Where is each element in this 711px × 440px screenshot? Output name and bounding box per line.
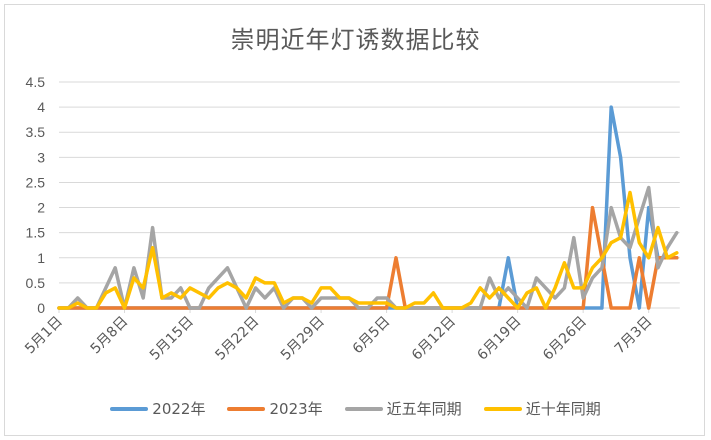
x-tick-label: 6月19日 xyxy=(474,314,524,364)
series-line-3[interactable] xyxy=(57,190,679,310)
chart-legend: 2022年 2023年 近五年同期 近十年同期 xyxy=(0,398,711,419)
y-tick-label: 4.5 xyxy=(26,74,46,90)
y-tick-label: 1.5 xyxy=(26,225,46,241)
legend-item-2023[interactable]: 2023年 xyxy=(227,398,323,419)
y-tick-label: 1 xyxy=(37,250,45,266)
legend-swatch-2022 xyxy=(110,406,149,411)
legend-swatch-10yr xyxy=(483,406,522,411)
y-tick-label: 2.5 xyxy=(26,174,46,190)
y-tick-label: 4 xyxy=(37,99,45,115)
y-tick-label: 3 xyxy=(37,149,45,165)
x-tick-label: 5月15日 xyxy=(147,314,197,364)
legend-label-10yr: 近十年同期 xyxy=(525,400,601,418)
x-tick-label: 6月5日 xyxy=(350,314,394,358)
legend-label-2023: 2023年 xyxy=(269,400,323,418)
y-tick-label: 0.5 xyxy=(26,275,46,291)
x-axis-labels: 5月1日 5月8日 5月15日 5月22日 5月29日 6月5日 6月12日 6月19日 6月2… xyxy=(22,308,656,364)
x-tick-label: 6月12日 xyxy=(409,314,459,364)
y-tick-label: 0 xyxy=(37,300,45,316)
x-tick-label: 6月26日 xyxy=(540,314,590,364)
y-axis-labels: 0 0.5 1 1.5 2 2.5 3 3.5 4 4.5 xyxy=(26,74,46,316)
series-lines xyxy=(57,105,679,310)
x-tick-label: 5月29日 xyxy=(278,314,328,364)
legend-item-10yr[interactable]: 近十年同期 xyxy=(483,398,601,419)
legend-swatch-5yr xyxy=(344,406,383,411)
chart-title: 崇明近年灯诱数据比较 xyxy=(230,26,481,54)
x-tick-label: 5月1日 xyxy=(22,314,66,358)
x-tick-label: 7月3日 xyxy=(612,314,656,358)
x-tick-label: 5月22日 xyxy=(212,314,262,364)
legend-item-5yr[interactable]: 近五年同期 xyxy=(344,398,462,419)
y-tick-label: 2 xyxy=(37,200,45,216)
legend-item-2022[interactable]: 2022年 xyxy=(110,398,205,419)
x-tick-label: 5月8日 xyxy=(88,314,132,358)
legend-label-2022: 2022年 xyxy=(152,400,206,418)
legend-swatch-2023 xyxy=(227,406,266,411)
y-tick-label: 3.5 xyxy=(26,124,46,140)
legend-label-5yr: 近五年同期 xyxy=(386,400,462,418)
chart-frame xyxy=(4,4,705,436)
